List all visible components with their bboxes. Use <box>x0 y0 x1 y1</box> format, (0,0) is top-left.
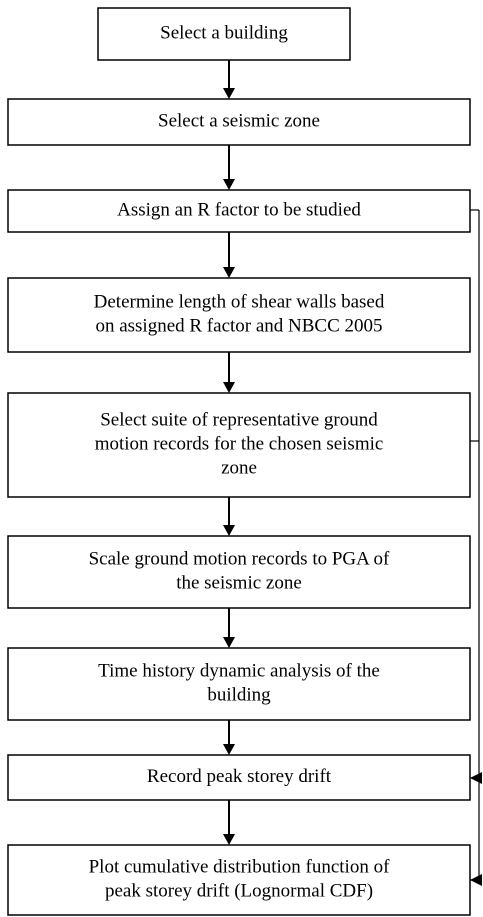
box-label: Select a building <box>160 22 288 43</box>
arrow-head <box>223 637 235 648</box>
box <box>7 647 471 721</box>
process-box: Scale ground motion records to PGA of the… <box>7 535 471 609</box>
process-box: Select a building <box>97 7 351 61</box>
process-box: Select suite of representative ground mot… <box>7 392 471 498</box>
arrow-head <box>223 179 235 190</box>
box <box>7 392 471 498</box>
box-label: Scale ground motion records to PGA of <box>89 548 390 569</box>
arrow-head <box>470 874 482 886</box>
arrow-head <box>223 744 235 755</box>
box <box>7 189 471 233</box>
box-label: Time history dynamic analysis of the <box>98 660 380 681</box>
box-label: motion records for the chosen seismic <box>95 433 384 454</box>
arrow-head <box>223 382 235 393</box>
box-label: on assigned R factor and NBCC 2005 <box>95 315 382 336</box>
box-label: Record peak storey drift <box>147 766 332 787</box>
box <box>7 844 471 916</box>
box <box>7 754 471 801</box>
arrow-head <box>223 88 235 99</box>
box-label: Select a seismic zone <box>158 110 320 131</box>
box <box>7 98 471 146</box>
box <box>7 277 471 353</box>
box-label: peak storey drift (Lognormal CDF) <box>105 880 373 901</box>
box-label: Assign an R factor to be studied <box>117 199 361 220</box>
box-label: Select suite of representative ground <box>100 409 378 430</box>
box <box>7 535 471 609</box>
process-box: Determine length of shear walls based on … <box>7 277 471 353</box>
process-box: Time history dynamic analysis of the buil… <box>7 647 471 721</box>
box-label: the seismic zone <box>176 572 302 593</box>
arrow-head <box>223 525 235 536</box>
box <box>97 7 351 61</box>
box-label: zone <box>221 457 257 478</box>
process-box: Assign an R factor to be studied <box>7 189 471 233</box>
box-label: Plot cumulative distribution function of <box>89 856 390 877</box>
arrow-head <box>223 834 235 845</box>
feedback-lines <box>470 209 482 886</box>
arrow-head <box>223 267 235 278</box>
box-label: Determine length of shear walls based <box>94 291 385 312</box>
arrow-head <box>470 772 482 784</box>
box-label: building <box>207 684 271 705</box>
process-box: Select a seismic zone <box>7 98 471 146</box>
process-box: Record peak storey drift <box>7 754 471 801</box>
process-box: Plot cumulative distribution function of… <box>7 844 471 916</box>
